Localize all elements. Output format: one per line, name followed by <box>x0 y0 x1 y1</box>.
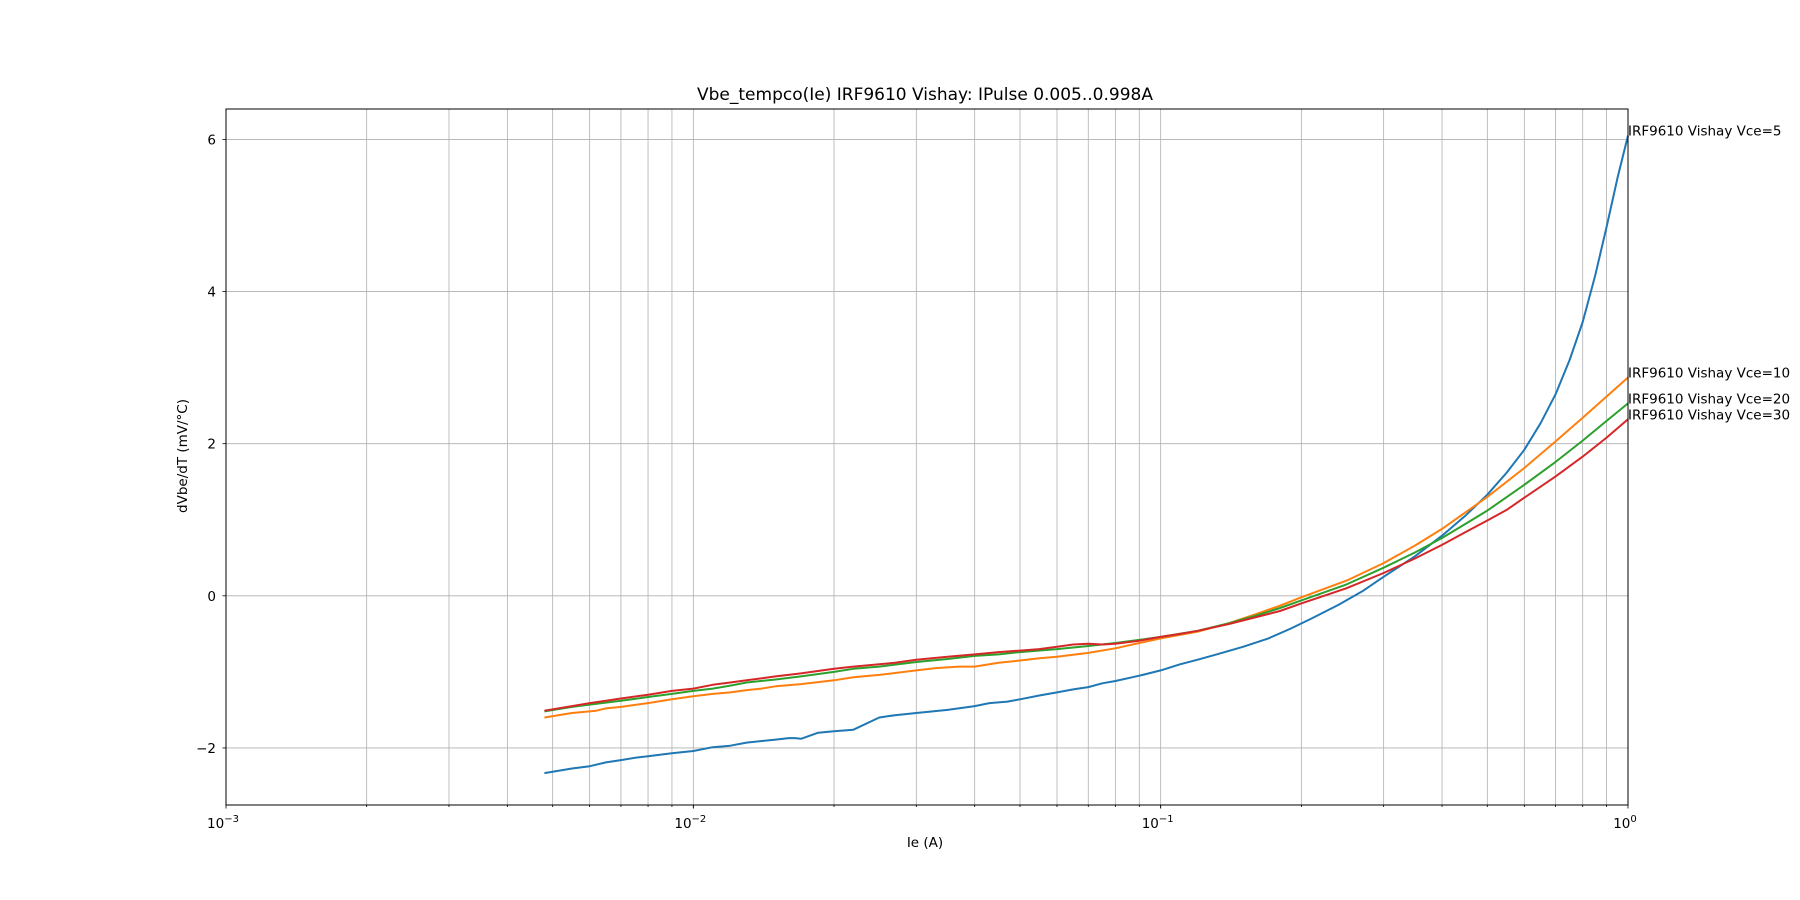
series-line-4 <box>544 418 1629 712</box>
series-line-2 <box>544 376 1629 719</box>
series-lines <box>544 135 1629 775</box>
x-tick-label-base: 10 <box>1142 816 1159 832</box>
x-tick-label-exponent: −2 <box>692 814 707 825</box>
y-tick-label: 6 <box>207 132 216 148</box>
x-tick-label-base: 10 <box>674 816 691 832</box>
x-axis-label: Ie (A) <box>907 835 943 851</box>
series-label-2: IRF9610 Vishay Vce=10 <box>1628 366 1790 382</box>
chart-title: Vbe_tempco(Ie) IRF9610 Vishay: IPulse 0.… <box>697 85 1153 105</box>
y-tick-label: 0 <box>207 589 216 605</box>
series-label-1: IRF9610 Vishay Vce=5 <box>1628 124 1781 140</box>
x-tick-label-base: 10 <box>207 816 224 832</box>
x-tick-label-exponent: 0 <box>1630 814 1636 825</box>
y-tick-label: −2 <box>196 741 216 757</box>
series-label-4: IRF9610 Vishay Vce=30 <box>1628 407 1790 423</box>
plot-frame <box>225 108 1629 806</box>
series-label-3: IRF9610 Vishay Vce=20 <box>1628 391 1790 407</box>
series-line-3 <box>544 402 1629 713</box>
y-axis-label: dVbe/dT (mV/°C) <box>175 399 191 513</box>
x-tick-label-exponent: −3 <box>224 814 239 825</box>
series-labels: IRF9610 Vishay Vce=5 IRF9610 Vishay Vce=1… <box>1628 124 1790 424</box>
x-tick-label: 10−1 <box>1142 814 1174 832</box>
y-tick-label: 2 <box>207 437 216 453</box>
y-tick-label: 4 <box>207 285 216 301</box>
x-tick-label: 10−3 <box>207 814 239 832</box>
x-tick-label: 10−2 <box>674 814 706 832</box>
x-tick-label-base: 10 <box>1613 816 1630 832</box>
x-tick-label-exponent: −1 <box>1159 814 1174 825</box>
series-line-1 <box>544 135 1629 775</box>
x-tick-label: 100 <box>1613 814 1637 832</box>
